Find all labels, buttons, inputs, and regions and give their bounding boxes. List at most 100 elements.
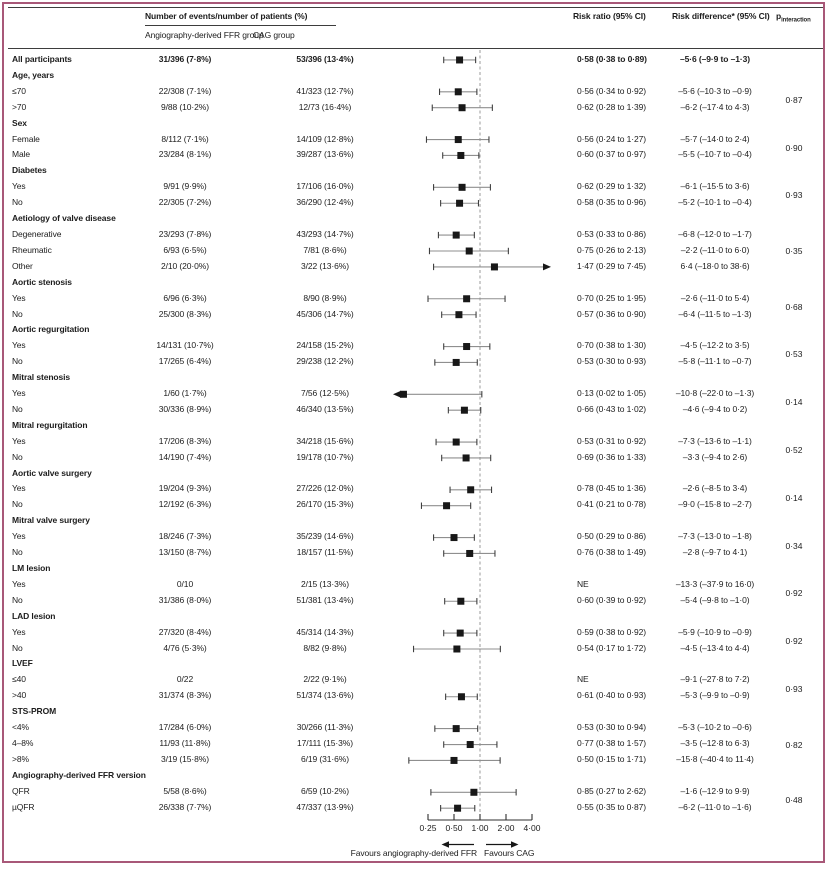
p-interaction-value: 0·48 bbox=[785, 795, 803, 806]
x-axis-tick-label: 0·50 bbox=[445, 823, 462, 833]
ffr-group-value: 31/386 (8·0%) bbox=[158, 594, 212, 605]
risk-difference-value: –7·3 (–13·6 to –1·1) bbox=[678, 435, 752, 446]
events-header-underline bbox=[145, 25, 336, 26]
row-label: Angiography-derived FFR version bbox=[12, 769, 146, 780]
row-label: Diabetes bbox=[12, 165, 47, 176]
risk-difference-value: –1·6 (–12·9 to 9·9) bbox=[680, 785, 750, 796]
group-header-row: Aetiology of valve disease bbox=[0, 211, 831, 227]
group-header-row: LM lesion bbox=[0, 561, 831, 577]
row-label: LM lesion bbox=[12, 563, 51, 573]
cag-group-value: 6/59 (10·2%) bbox=[301, 785, 349, 796]
cag-group-value: 27/226 (12·0%) bbox=[296, 483, 354, 494]
risk-ratio-value: 0·58 (0·35 to 0·96) bbox=[577, 197, 646, 208]
table-row: ≤40 0/22 2/22 (9·1%) NE –9·1 (–27·8 to 7·2) bbox=[0, 672, 831, 688]
risk-ratio-value: 0·50 (0·15 to 1·71) bbox=[577, 753, 646, 764]
risk-difference-value: –5·8 (–11·1 to –0·7) bbox=[678, 356, 752, 367]
risk-difference-value: –6·2 (–11·0 to –1·6) bbox=[678, 801, 752, 812]
row-label: 4–8% bbox=[12, 737, 34, 748]
cag-group-value: 43/293 (14·7%) bbox=[296, 228, 354, 239]
row-label: Yes bbox=[12, 483, 26, 494]
cag-group-value: 36/290 (12·4%) bbox=[296, 197, 354, 208]
risk-difference-value: –5·7 (–14·0 to 2·4) bbox=[680, 133, 750, 144]
ffr-group-value: 27/320 (8·4%) bbox=[158, 626, 212, 637]
table-row: Yes 14/131 (10·7%) 24/158 (15·2%) 0·70 (0·3… bbox=[0, 338, 831, 354]
cag-group-value: 6/19 (31·6%) bbox=[301, 753, 349, 764]
risk-ratio-value: 0·57 (0·36 to 0·90) bbox=[577, 308, 646, 319]
favours-right-arrowhead bbox=[511, 841, 519, 848]
x-axis-tick-label: 4·00 bbox=[523, 823, 540, 833]
ffr-group-value: 8/112 (7·1%) bbox=[161, 133, 209, 144]
risk-ratio-value: 0·70 (0·38 to 1·30) bbox=[577, 340, 646, 351]
ffr-group-value: 9/91 (9·9%) bbox=[163, 181, 207, 192]
risk-difference-value: –7·3 (–13·0 to –1·8) bbox=[678, 531, 752, 542]
risk-difference-value: –4·5 (–12·2 to 3·5) bbox=[680, 340, 750, 351]
risk-ratio-value: 0·66 (0·43 to 1·02) bbox=[577, 403, 646, 414]
row-label: Aortic stenosis bbox=[12, 276, 72, 287]
cag-group-value: 7/81 (8·6%) bbox=[303, 244, 347, 255]
p-interaction-value: 0·93 bbox=[785, 190, 803, 201]
p-label: p bbox=[776, 11, 782, 21]
ffr-group-value: 17/206 (8·3%) bbox=[158, 435, 212, 446]
x-axis-tick-label: 0·25 bbox=[419, 823, 436, 833]
risk-difference-value: –5·3 (–9·9 to –0·9) bbox=[680, 690, 750, 701]
p-interaction-value: 0·92 bbox=[785, 636, 803, 647]
table-row: No 13/150 (8·7%) 18/157 (11·5%) 0·76 (0·38 … bbox=[0, 545, 831, 561]
cag-group-value: 8/90 (8·9%) bbox=[303, 292, 347, 303]
table-row: Other 2/10 (20·0%) 3/22 (13·6%) 1·47 (0·29 … bbox=[0, 259, 831, 275]
row-label: ≤40 bbox=[12, 674, 26, 685]
row-label: Degenerative bbox=[12, 228, 62, 239]
risk-difference-value: –2·6 (–8·5 to 3·4) bbox=[682, 483, 748, 494]
ffr-group-value: 22/308 (7·1%) bbox=[158, 85, 212, 96]
ffr-group-value: 5/58 (8·6%) bbox=[163, 785, 207, 796]
cag-group-value: 17/111 (15·3%) bbox=[297, 737, 353, 748]
risk-ratio-value: 0·56 (0·34 to 0·92) bbox=[577, 85, 646, 96]
cag-group-value: 3/22 (13·6%) bbox=[301, 260, 349, 271]
row-label: QFR bbox=[12, 785, 30, 796]
risk-ratio-value: 0·70 (0·25 to 1·95) bbox=[577, 292, 646, 303]
risk-ratio-value: 0·61 (0·40 to 0·93) bbox=[577, 690, 646, 701]
ffr-group-value: 17/284 (6·0%) bbox=[158, 722, 212, 733]
p-interaction-value: 0·68 bbox=[785, 301, 803, 312]
risk-difference-value: –2·8 (–9·7 to 4·1) bbox=[682, 547, 748, 558]
table-row: No 25/300 (8·3%) 45/306 (14·7%) 0·57 (0·36 … bbox=[0, 307, 831, 323]
risk-ratio-value: 0·59 (0·38 to 0·92) bbox=[577, 626, 646, 637]
cag-group-value: 45/314 (14·3%) bbox=[296, 626, 354, 637]
cag-group-value: 51/381 (13·4%) bbox=[296, 594, 354, 605]
table-row: Rheumatic 6/93 (6·5%) 7/81 (8·6%) 0·75 (0·2… bbox=[0, 243, 831, 259]
x-axis-tick-label: 1·00 bbox=[471, 823, 488, 833]
row-label: >8% bbox=[12, 753, 29, 764]
risk-difference-value: –2·6 (–11·0 to 5·4) bbox=[680, 292, 750, 303]
ffr-group-value: 0/10 bbox=[176, 578, 194, 589]
row-label: Sex bbox=[12, 117, 27, 128]
x-axis-tick-label: 2·00 bbox=[497, 823, 514, 833]
table-row: Yes 17/206 (8·3%) 34/218 (15·6%) 0·53 (0·31… bbox=[0, 434, 831, 450]
table-row: >40 31/374 (8·3%) 51/374 (13·6%) 0·61 (0·40… bbox=[0, 688, 831, 704]
p-interaction-column-header: pinteraction bbox=[776, 11, 811, 24]
ffr-group-value: 26/338 (7·7%) bbox=[158, 801, 212, 812]
favours-ffr-label: Favours angiography-derived FFR bbox=[350, 848, 477, 858]
row-label: No bbox=[12, 547, 23, 558]
row-label: Mitral stenosis bbox=[12, 372, 71, 383]
row-label: No bbox=[12, 451, 23, 462]
p-interaction-value: 0·35 bbox=[785, 246, 803, 256]
ffr-group-value: 23/293 (7·8%) bbox=[158, 228, 212, 239]
risk-difference-value: –9·1 (–27·8 to 7·2) bbox=[680, 674, 750, 685]
cag-group-value: 29/238 (12·2%) bbox=[296, 356, 354, 367]
risk-difference-column-header: Risk difference* (95% CI) bbox=[672, 11, 770, 21]
ffr-group-value: 31/396 (7·8%) bbox=[158, 54, 212, 64]
risk-ratio-value: 0·76 (0·38 to 1·49) bbox=[577, 547, 646, 558]
row-label: Aortic valve surgery bbox=[12, 467, 92, 478]
p-interaction-value: 0·82 bbox=[785, 739, 803, 750]
ffr-group-value: 6/96 (6·3%) bbox=[163, 292, 207, 303]
risk-ratio-value: 0·69 (0·36 to 1·33) bbox=[577, 451, 646, 462]
ffr-group-value: 4/76 (5·3%) bbox=[163, 642, 207, 653]
risk-difference-value: –5·5 (–10·7 to –0·4) bbox=[678, 149, 752, 160]
row-label: No bbox=[12, 403, 23, 414]
cag-group-value: 30/266 (11·3%) bbox=[296, 722, 354, 733]
row-label: No bbox=[12, 499, 23, 510]
p-interaction-value: 0·14 bbox=[785, 397, 803, 408]
row-label: Aortic regurgitation bbox=[12, 324, 90, 335]
risk-ratio-value: 0·60 (0·37 to 0·97) bbox=[577, 149, 646, 160]
risk-ratio-value: 0·53 (0·33 to 0·86) bbox=[577, 228, 646, 239]
